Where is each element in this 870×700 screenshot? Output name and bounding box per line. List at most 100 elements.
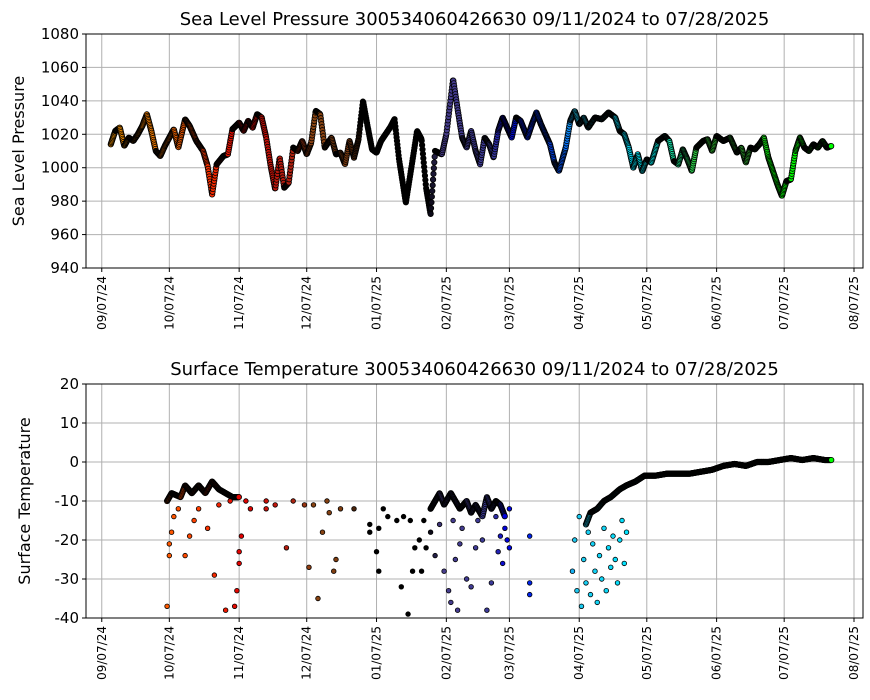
data-point: [211, 572, 218, 578]
data-point: [427, 529, 434, 535]
data-point: [263, 506, 269, 512]
x-tick-label: 03/07/25: [502, 626, 516, 680]
data-point: [283, 545, 290, 551]
y-tick-label: 10: [60, 414, 79, 432]
data-point: [186, 533, 193, 539]
data-point: [472, 545, 479, 551]
data-point: [610, 533, 616, 539]
data-point: [499, 560, 506, 567]
data-point: [416, 537, 423, 543]
data-point: [409, 568, 416, 574]
data-point: [367, 521, 373, 528]
data-point: [429, 182, 436, 189]
data-point: [191, 517, 197, 524]
data-point: [504, 537, 510, 543]
data-point: [468, 584, 474, 590]
data-point: [380, 506, 386, 512]
data-point: [351, 506, 357, 512]
data-point: [441, 568, 447, 574]
sea-level-pressure-chart: 940 960 980 1000 1020 1040 1060 1080 09/07/24 10/…: [9, 9, 864, 330]
data-point: [569, 568, 576, 574]
x-tick-label: 06/07/25: [710, 276, 724, 330]
data-point: [599, 576, 605, 582]
x-tick-label: 11/07/24: [232, 626, 246, 680]
data-point: [493, 513, 499, 520]
data-point: [247, 506, 254, 512]
data-point: [319, 529, 326, 535]
data-point: [418, 568, 425, 574]
data-point: [182, 552, 188, 559]
chart-title: Surface Temperature 300534060426630 09/1…: [170, 359, 779, 380]
x-tick-label: 12/07/24: [300, 626, 314, 680]
data-point: [231, 603, 238, 609]
data-point: [272, 502, 278, 508]
surface-temperature-chart: -40 -30 -20 -10 0 10 20 09/07/24 10/07/24 11/07/2…: [15, 359, 864, 680]
data-point: [452, 556, 459, 563]
x-tick-label: 08/07/25: [847, 276, 861, 330]
x-tick-label: 10/07/24: [162, 626, 176, 680]
data-point: [581, 556, 587, 563]
y-tick-label: -20: [55, 531, 80, 549]
data-point: [445, 588, 452, 594]
data-point: [450, 517, 456, 524]
grid: [86, 383, 863, 619]
data-point: [376, 568, 382, 574]
x-tick-label: 02/07/25: [439, 276, 453, 330]
x-tick-label: 11/07/24: [232, 276, 246, 330]
data-point: [301, 502, 308, 508]
y-tick-label: 980: [50, 192, 79, 210]
data-point: [310, 502, 317, 508]
x-tick-label: 01/07/25: [370, 626, 384, 680]
x-tick-label: 10/07/24: [162, 276, 176, 330]
data-point: [367, 529, 373, 535]
data-point: [488, 580, 495, 586]
data-points: [163, 455, 835, 617]
data-point: [475, 517, 481, 524]
data-point: [243, 498, 249, 504]
x-tick-label: 04/07/25: [572, 276, 586, 330]
data-point: [290, 498, 296, 504]
data-point: [495, 549, 501, 555]
data-point: [612, 556, 618, 563]
y-tick-label: -10: [55, 492, 80, 510]
data-point: [617, 537, 623, 543]
y-axis-label: Sea Level Pressure: [9, 76, 28, 227]
data-point: [421, 517, 427, 524]
plot-frame: [85, 33, 864, 269]
data-point: [324, 498, 330, 504]
data-point: [603, 588, 609, 594]
data-point: [526, 580, 533, 586]
x-tick-label: 04/07/25: [572, 626, 586, 680]
data-point: [623, 529, 630, 535]
data-point: [428, 193, 435, 200]
data-point: [432, 552, 438, 559]
x-tick-label: 01/07/25: [370, 276, 384, 330]
data-point: [222, 607, 229, 613]
data-point: [429, 176, 437, 183]
data-point: [236, 560, 242, 567]
data-point: [614, 580, 621, 586]
data-point: [195, 506, 202, 512]
data-point: [234, 588, 240, 594]
data-point: [526, 533, 533, 539]
data-point: [585, 529, 591, 535]
data-point: [400, 513, 407, 520]
data-point: [583, 580, 589, 586]
x-tick-label: 03/07/25: [502, 276, 516, 330]
y-tick-label: 1080: [41, 25, 79, 43]
y-tick-label: 20: [60, 375, 79, 393]
data-point: [315, 595, 321, 602]
x-tick-label: 06/07/25: [710, 626, 724, 680]
x-tick-label: 05/07/25: [640, 626, 654, 680]
data-point: [605, 545, 612, 551]
data-point: [428, 199, 435, 206]
data-point: [331, 568, 337, 574]
data-point: [398, 584, 404, 590]
data-point: [430, 170, 437, 177]
data-point: [459, 525, 465, 531]
data-point: [594, 599, 600, 606]
data-point: [204, 525, 211, 531]
data-point: [333, 556, 339, 563]
data-point: [326, 510, 332, 516]
data-point: [619, 517, 625, 524]
